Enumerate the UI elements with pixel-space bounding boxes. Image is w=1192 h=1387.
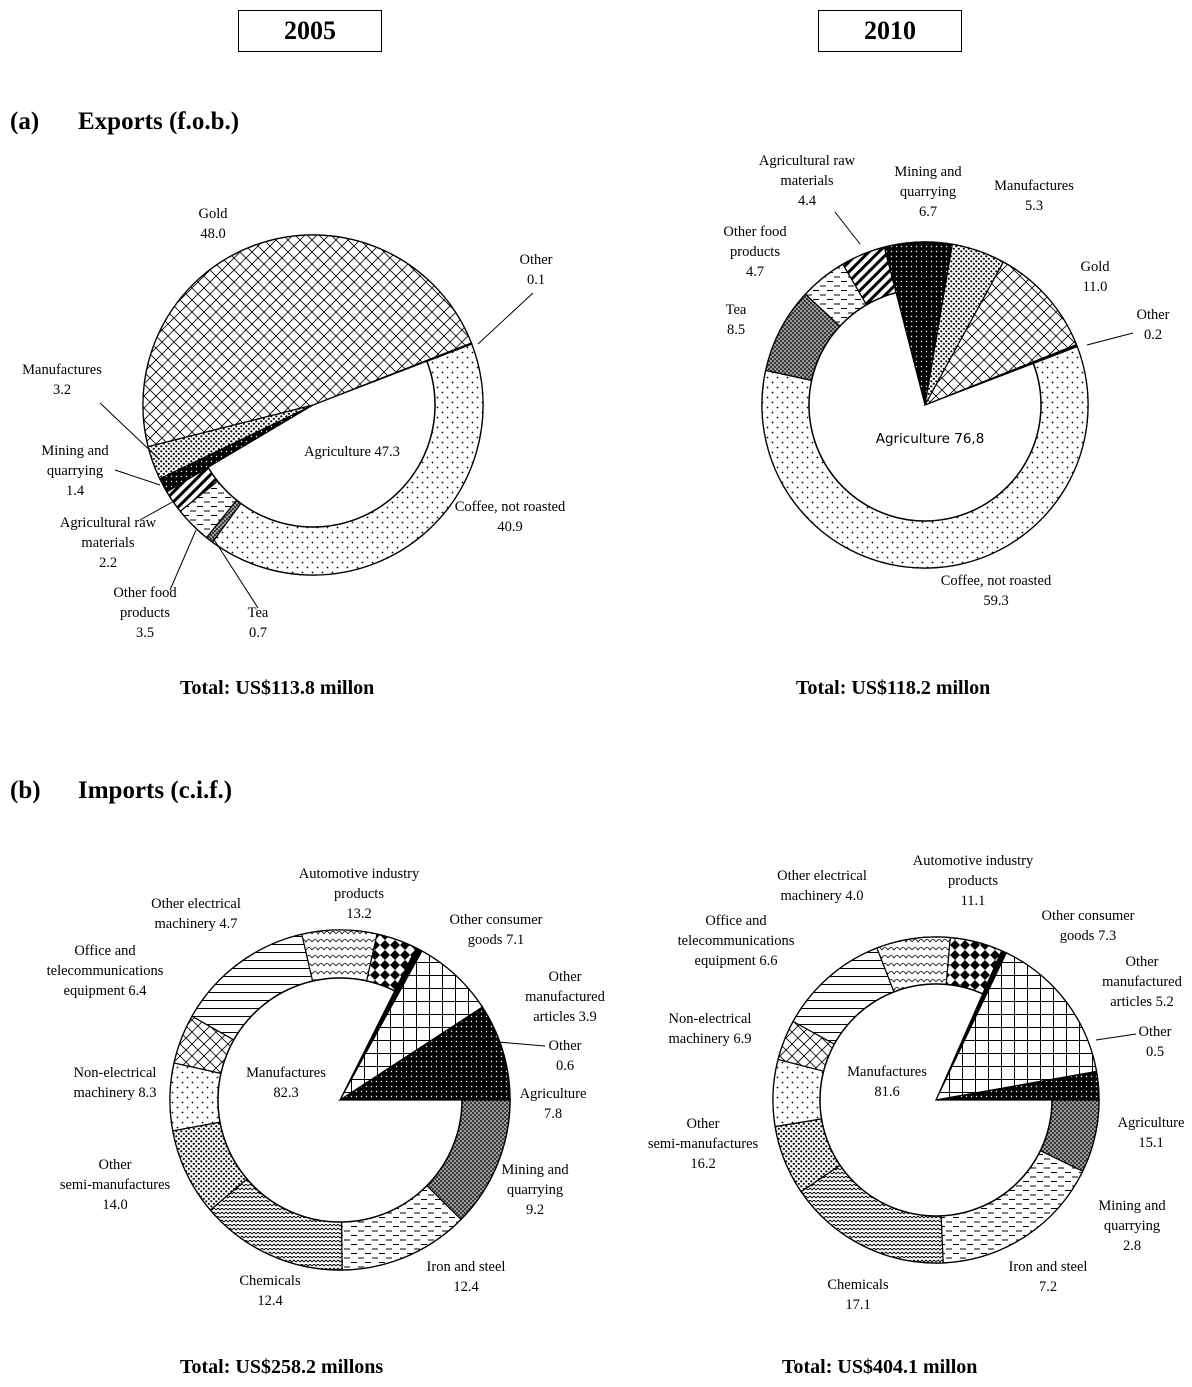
slice-label: Other manufactured articles 3.9 (525, 969, 605, 1025)
slice-label: Other 0.6 (548, 1038, 581, 1074)
pie-chart-0: Agriculture 47.3 Coffee, not roasted 40.9 T… (22, 206, 566, 641)
imports-tag: (b) (10, 777, 41, 804)
slice-label: Mining and quarrying 9.2 (501, 1162, 569, 1218)
slice-label: Mining and quarrying 6.7 (894, 164, 962, 220)
slice-label: Chemicals 12.4 (239, 1273, 301, 1309)
slice-label: Mining and quarrying 2.8 (1098, 1198, 1166, 1254)
slice-label: Agriculture 7.8 (520, 1086, 587, 1122)
slice-label: Other 0.1 (519, 252, 552, 288)
label-leader-line (834, 211, 861, 245)
slice-label: Gold 48.0 (199, 206, 229, 242)
slice-label: Other electrical machinery 4.0 (777, 868, 867, 904)
slice-label: Automotive industry products 11.1 (913, 853, 1034, 909)
slice-label: Other semi-manufactures 16.2 (648, 1116, 759, 1172)
slice-label: Mining and quarrying 1.4 (41, 443, 109, 499)
imports-section-title: (b) Imports (c.i.f.) (10, 777, 232, 805)
slice-label: Agricultural raw materials 2.2 (60, 515, 157, 571)
label-leader-line (212, 537, 259, 609)
slice-label: Other 0.5 (1138, 1024, 1171, 1060)
imports-label: Imports (c.i.f.) (78, 777, 233, 804)
label-leader-line (114, 469, 161, 486)
slice-label: Coffee, not roasted 59.3 (941, 573, 1052, 609)
slice-label: Other food products 4.7 (723, 224, 787, 280)
pie-slice (169, 1062, 222, 1132)
total-imports-2005: Total: US$258.2 millons (180, 1356, 384, 1378)
slice-label: Tea 0.7 (248, 605, 269, 641)
pie-slice (337, 1006, 511, 1101)
slice-label: Other semi-manufactures 14.0 (60, 1157, 171, 1213)
slice-label: Gold 11.0 (1081, 259, 1111, 295)
slice-label: Other consumer goods 7.1 (449, 912, 542, 948)
inner-category-label: Manufactures 81.6 (847, 1064, 927, 1100)
exports-label: Exports (f.o.b.) (78, 108, 240, 135)
label-leader-line (169, 529, 197, 591)
slice-label: Agricultural raw materials 4.4 (759, 153, 856, 209)
label-leader-line (497, 1041, 546, 1047)
pie-slice (934, 952, 1098, 1101)
slice-label: Automotive industry products 13.2 (299, 866, 420, 922)
slice-label: Non-electrical machinery 6.9 (669, 1011, 752, 1047)
exports-section-title: (a) Exports (f.o.b.) (10, 108, 239, 136)
year-label-2005: 2005 (284, 16, 336, 45)
slice-label: Iron and steel 7.2 (1009, 1259, 1088, 1295)
total-imports-2010: Total: US$404.1 millon (782, 1356, 978, 1378)
pie-slice (142, 234, 473, 448)
label-leader-line (477, 292, 534, 345)
slice-label: Chemicals 17.1 (827, 1277, 889, 1313)
pie-slice (301, 929, 378, 982)
slice-label: Other consumer goods 7.3 (1041, 908, 1134, 944)
pie-chart-3: Manufactures 81.6 Iron and steel 7.2 Chemica… (648, 853, 1185, 1313)
slice-label: Office and telecommunications equipment 6.… (678, 913, 795, 969)
label-leader-line (1095, 1033, 1137, 1041)
slice-label: Other food products 3.5 (113, 585, 177, 641)
label-leader-line (139, 499, 177, 521)
inner-category-label: Manufactures 82.3 (246, 1065, 326, 1101)
slice-label: Office and telecommunications equipment 6.… (47, 943, 164, 999)
pie-chart-1: Agriculture 76,8 Coffee, not roasted 59.3 T… (723, 153, 1169, 609)
pie-slice (935, 1070, 1100, 1101)
pie-slice (924, 343, 1078, 406)
slice-label: Other manufactured articles 5.2 (1102, 954, 1182, 1010)
slice-label: Other 0.2 (1136, 307, 1169, 343)
pie-slice (312, 342, 473, 406)
slice-label: Iron and steel 12.4 (427, 1259, 506, 1295)
inner-category-label: Agriculture 47.3 (304, 444, 400, 460)
year-box-2010: 2010 (818, 10, 962, 52)
slice-label: Other electrical machinery 4.7 (151, 896, 241, 932)
slice-label: Non-electrical machinery 8.3 (74, 1065, 157, 1101)
pie-slice (923, 261, 1078, 407)
total-exports-2005: Total: US$113.8 millon (180, 677, 375, 699)
inner-category-label: Agriculture 76,8 (876, 431, 985, 447)
slice-label: Tea 8.5 (726, 302, 747, 338)
slice-label: Agriculture 15.1 (1118, 1115, 1185, 1151)
label-leader-line (99, 402, 159, 459)
slice-label: Manufactures 3.2 (22, 362, 102, 398)
year-label-2010: 2010 (864, 16, 916, 45)
total-exports-2010: Total: US$118.2 millon (796, 677, 991, 699)
label-leader-line (1086, 332, 1134, 346)
exports-tag: (a) (10, 108, 40, 135)
slice-label: Coffee, not roasted 40.9 (455, 499, 566, 535)
pie-chart-2: Manufactures 82.3 Iron and steel 12.4 Chemic… (47, 866, 606, 1309)
year-box-2005: 2005 (238, 10, 382, 52)
slice-label: Manufactures 5.3 (994, 178, 1074, 214)
